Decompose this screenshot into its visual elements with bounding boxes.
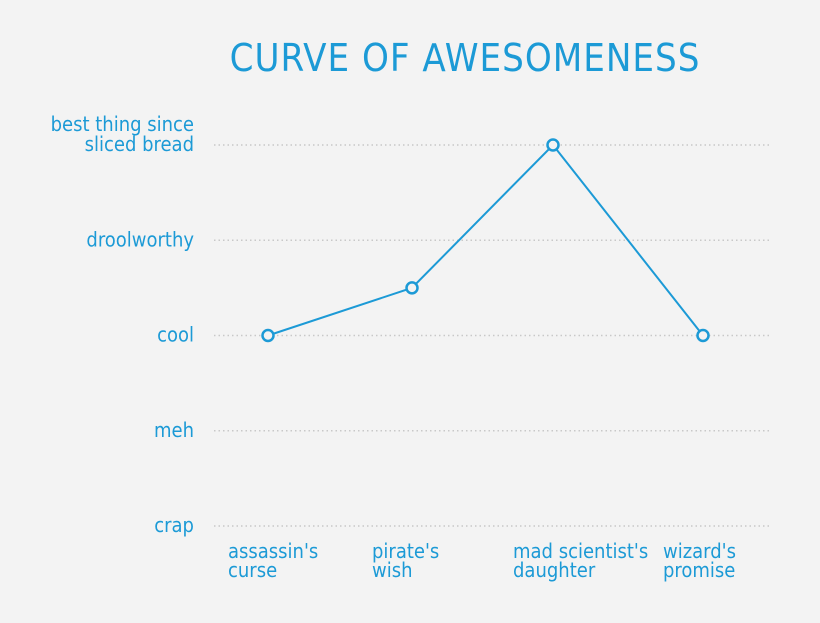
x-tick-label-line: wish xyxy=(372,558,413,582)
y-tick-label: droolworthy xyxy=(86,227,194,251)
y-tick-label-line: cool xyxy=(157,323,194,347)
y-axis-tick-labels: crap meh cool droolworthy best thing since sl… xyxy=(51,112,195,537)
y-tick-label: meh xyxy=(154,418,194,442)
chart-title: CURVE OF AWESOMENESS xyxy=(230,36,701,80)
data-point xyxy=(696,328,710,343)
data-point xyxy=(546,138,560,152)
x-tick-label-line: assassin's xyxy=(228,539,318,563)
x-tick-label-line: promise xyxy=(663,558,735,582)
x-tick-label: pirate's wish xyxy=(372,539,439,582)
y-tick-label-line: meh xyxy=(154,418,194,442)
x-tick-label-line: mad scientist's xyxy=(513,539,648,563)
y-tick-label: crap xyxy=(154,513,194,537)
x-tick-label-line: daughter xyxy=(513,558,596,582)
y-tick-label-line: best thing since xyxy=(51,112,194,136)
x-axis-tick-labels: assassin's curse pirate's wish mad scientist… xyxy=(228,539,736,582)
x-tick-label-line: curse xyxy=(228,558,277,582)
data-point xyxy=(261,328,275,343)
x-tick-label: mad scientist's daughter xyxy=(513,539,648,582)
grid-lines xyxy=(214,144,772,527)
x-tick-label-line: wizard's xyxy=(663,539,736,563)
y-tick-label-line: crap xyxy=(154,513,194,537)
x-tick-label: assassin's curse xyxy=(228,539,318,582)
y-tick-label: best thing since sliced bread xyxy=(51,112,194,156)
data-point xyxy=(405,281,419,295)
x-tick-label: wizard's promise xyxy=(663,539,736,582)
data-points xyxy=(261,138,710,343)
y-tick-label: cool xyxy=(157,323,194,347)
series-line xyxy=(267,143,704,337)
x-tick-label-line: pirate's xyxy=(372,539,439,563)
y-tick-label-line: droolworthy xyxy=(86,227,194,251)
y-tick-label-line: sliced bread xyxy=(85,132,194,156)
series-layer xyxy=(267,143,704,337)
